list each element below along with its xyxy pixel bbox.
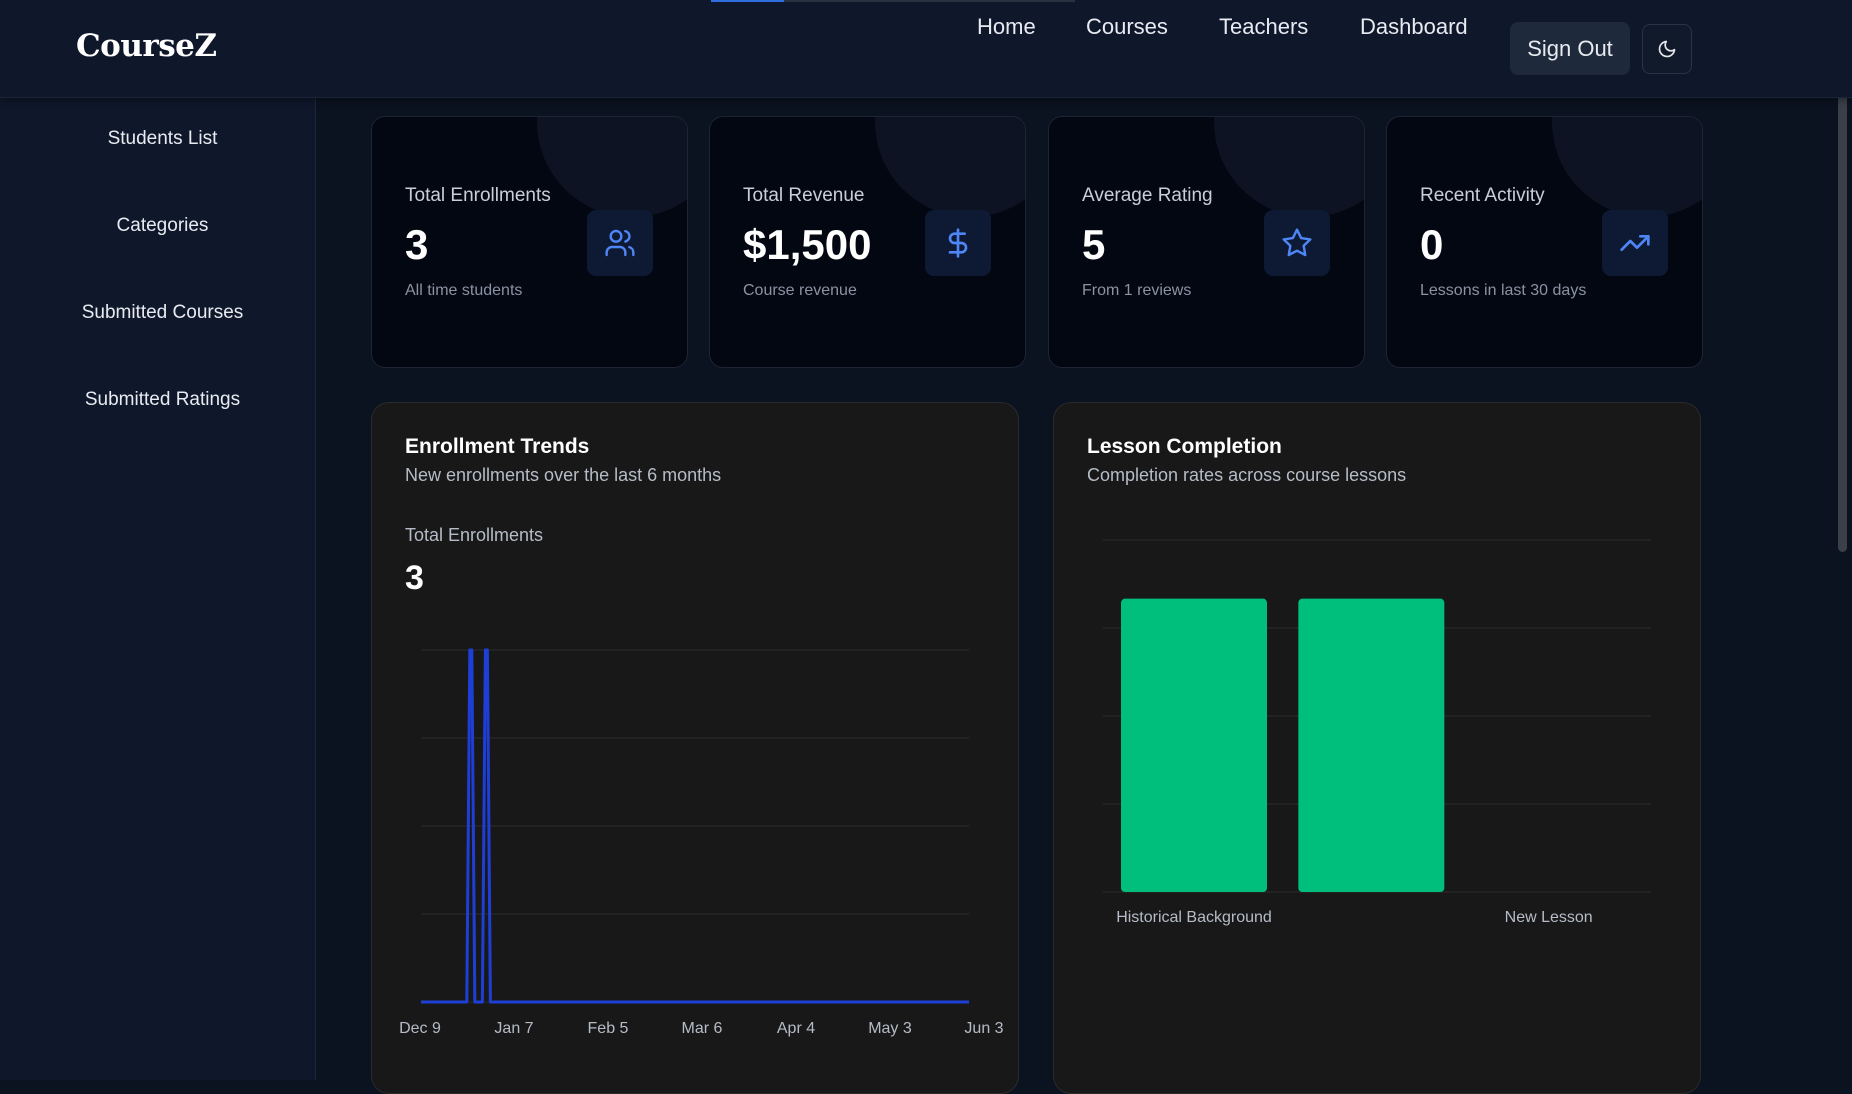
moon-icon	[1658, 40, 1676, 58]
stat-value: 3	[405, 221, 429, 268]
enrollment-line-chart[interactable]: Dec 9 Jan 7 Feb 5 Mar 6 Apr 4 May 3 Jun 3	[372, 623, 1018, 1037]
sidebar: Students List Categories Submitted Cours…	[0, 98, 316, 1080]
lesson-completion-card: Lesson Completion Completion rates acros…	[1053, 402, 1701, 1094]
total-enrollments-value: 3	[405, 559, 424, 597]
trending-up-icon	[1620, 235, 1650, 251]
loading-progress-track	[711, 0, 1075, 2]
x-tick-label: New Lesson	[1505, 909, 1593, 926]
sidebar-item-students-list[interactable]: Students List	[107, 128, 218, 149]
x-tick-label: Apr 4	[777, 1020, 815, 1037]
top-header: CourseZ Home Courses Teachers Dashboard …	[0, 0, 1852, 98]
nav-teachers[interactable]: Teachers	[1219, 14, 1309, 39]
enrollment-trends-card: Enrollment Trends New enrollments over t…	[371, 402, 1019, 1094]
stat-label: Total Revenue	[743, 185, 865, 206]
star-icon	[1282, 228, 1312, 257]
stat-card-activity: Recent Activity 0 Lessons in last 30 day…	[1386, 116, 1703, 368]
sidebar-item-submitted-courses[interactable]: Submitted Courses	[81, 302, 244, 323]
theme-toggle-button[interactable]	[1642, 24, 1692, 74]
sidebar-item-submitted-ratings[interactable]: Submitted Ratings	[84, 389, 241, 410]
chart-title: Enrollment Trends	[405, 435, 590, 458]
lesson-bar-chart[interactable]: Historical Background New Lesson	[1054, 513, 1700, 933]
nav-home[interactable]: Home	[977, 14, 1036, 39]
stat-subtext: From 1 reviews	[1082, 282, 1192, 299]
x-tick-label: Dec 9	[399, 1020, 441, 1037]
stat-label: Recent Activity	[1420, 185, 1545, 206]
enrollment-series-line[interactable]	[421, 648, 969, 1004]
stat-label: Average Rating	[1082, 185, 1213, 206]
nav-dashboard[interactable]: Dashboard	[1360, 14, 1468, 39]
x-tick-label: Jan 7	[494, 1020, 533, 1037]
chart-title: Lesson Completion	[1087, 435, 1282, 458]
sidebar-item-categories[interactable]: Categories	[116, 215, 209, 236]
stat-subtext: Lessons in last 30 days	[1420, 282, 1587, 299]
stat-value: $1,500	[743, 221, 872, 268]
dollar-icon	[948, 228, 968, 258]
nav-courses[interactable]: Courses	[1086, 14, 1168, 39]
x-tick-label: Jun 3	[964, 1020, 1003, 1037]
bar[interactable]	[1298, 598, 1445, 892]
bar[interactable]	[1121, 598, 1267, 892]
x-tick-label: Mar 6	[682, 1020, 723, 1037]
stat-label: Total Enrollments	[405, 185, 551, 206]
stat-card-enrollments: Total Enrollments 3 All time students	[371, 116, 688, 368]
stat-subtext: Course revenue	[743, 282, 857, 299]
chart-subtitle: Completion rates across course lessons	[1087, 465, 1407, 485]
stat-subtext: All time students	[405, 282, 523, 299]
stat-card-revenue: Total Revenue $1,500 Course revenue	[709, 116, 1026, 368]
users-icon	[605, 229, 635, 257]
stat-card-rating: Average Rating 5 From 1 reviews	[1048, 116, 1365, 368]
app-logo[interactable]: CourseZ	[76, 28, 217, 64]
total-enrollments-label: Total Enrollments	[405, 525, 544, 545]
page-scrollbar[interactable]	[1838, 90, 1847, 552]
chart-subtitle: New enrollments over the last 6 months	[405, 465, 722, 485]
sign-out-button[interactable]: Sign Out	[1510, 22, 1630, 75]
stat-value: 0	[1420, 221, 1444, 268]
x-tick-label: May 3	[868, 1020, 912, 1037]
x-tick-label: Historical Background	[1116, 909, 1272, 926]
x-tick-label: Feb 5	[588, 1020, 629, 1037]
loading-progress-fill	[711, 0, 784, 2]
stat-value: 5	[1082, 221, 1106, 268]
